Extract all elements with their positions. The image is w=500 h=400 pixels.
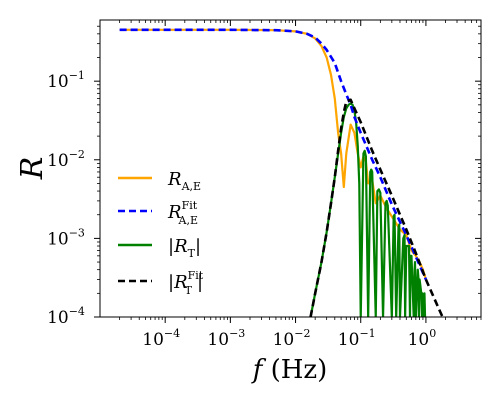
legend-label: |RT|	[168, 236, 201, 260]
y-tick-label: 10−2	[47, 148, 85, 171]
x-tick-label: 10−1	[338, 327, 376, 350]
series-line-3	[309, 98, 444, 317]
series-line-2	[309, 102, 427, 317]
series-layer	[119, 28, 444, 317]
y-tick-label: 10−4	[47, 305, 85, 328]
legend: RA,E RFit A,E |RT| |RFit T |	[118, 169, 204, 297]
y-axis-label: R	[15, 157, 50, 181]
x-tick-label: 10−2	[273, 327, 311, 350]
series-line-1	[119, 28, 428, 281]
y-tick-label: 10−3	[47, 226, 85, 249]
y-tick-label: 10−1	[47, 69, 85, 92]
legend-label: |RFit T |	[168, 269, 204, 297]
x-tick-label: 10−3	[207, 327, 245, 350]
plot-frame	[99, 19, 482, 318]
x-tick-label: 100	[408, 327, 437, 350]
legend-label: RA,E	[167, 169, 201, 193]
legend-label: RFit A,E	[167, 199, 198, 227]
x-axis-label: f (Hz)	[251, 355, 328, 385]
ticks-layer: 10−4 10−3 10−2 10−1 100 10−4 10−3 10−2 10−1	[47, 20, 482, 350]
x-tick-label: 10−4	[142, 327, 180, 350]
